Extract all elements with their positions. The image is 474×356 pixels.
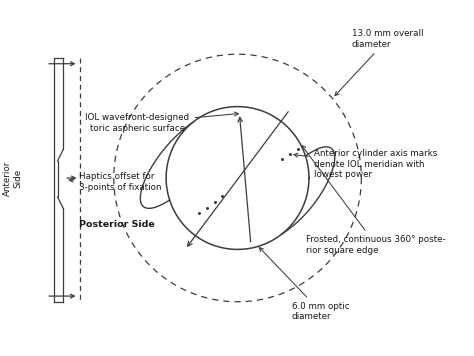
Text: IOL wavefront-designed
toric aspheric surface: IOL wavefront-designed toric aspheric su… — [85, 112, 238, 133]
Text: 6.0 mm optic
diameter: 6.0 mm optic diameter — [259, 247, 349, 321]
Text: Anterior
Side: Anterior Side — [3, 160, 23, 196]
Text: Anterior cylinder axis marks
denote IOL meridian with
lowest power: Anterior cylinder axis marks denote IOL … — [294, 150, 437, 179]
Text: Haptics offset for
3-points of fixation: Haptics offset for 3-points of fixation — [69, 172, 162, 192]
Text: 13.0 mm overall
diameter: 13.0 mm overall diameter — [335, 30, 423, 95]
Text: Frosted, continuous 360° poste-
rior square edge: Frosted, continuous 360° poste- rior squ… — [302, 146, 446, 255]
Text: Posterior Side: Posterior Side — [80, 220, 155, 229]
